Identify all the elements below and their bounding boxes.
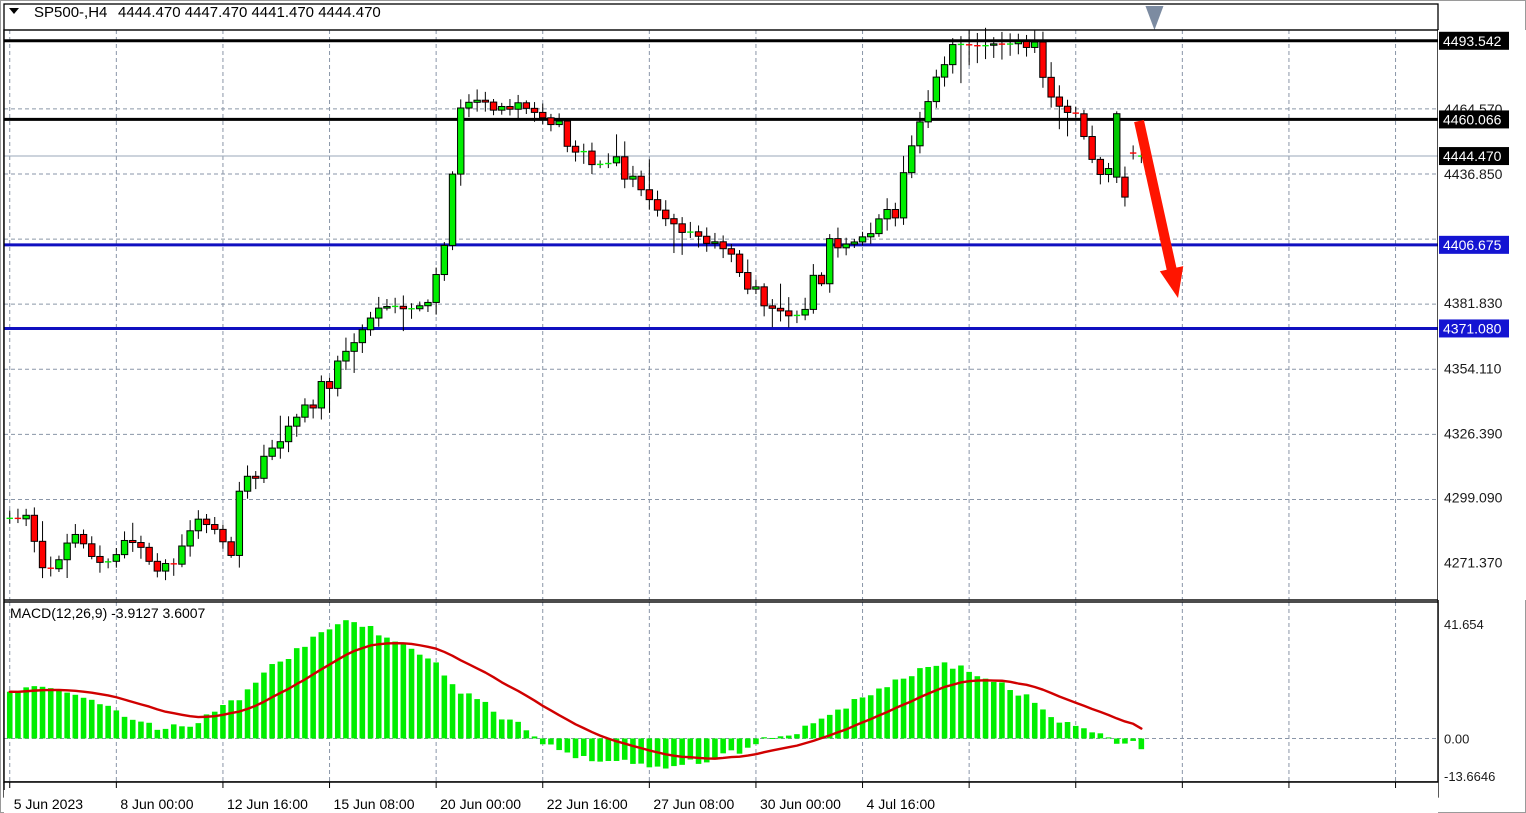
svg-text:4406.675: 4406.675 xyxy=(1443,237,1502,253)
svg-text:27 Jun 08:00: 27 Jun 08:00 xyxy=(653,796,734,812)
svg-text:4326.390: 4326.390 xyxy=(1444,425,1503,441)
svg-text:0.00: 0.00 xyxy=(1444,731,1469,746)
svg-text:4299.090: 4299.090 xyxy=(1444,490,1503,506)
svg-text:4436.850: 4436.850 xyxy=(1444,166,1503,182)
svg-text:4381.830: 4381.830 xyxy=(1444,295,1503,311)
svg-text:SP500-,H4: SP500-,H4 xyxy=(34,4,107,21)
svg-text:4444.470 4447.470 4441.470 444: 4444.470 4447.470 4441.470 4444.470 xyxy=(118,4,381,21)
svg-text:22 Jun 16:00: 22 Jun 16:00 xyxy=(547,796,628,812)
svg-text:30 Jun 00:00: 30 Jun 00:00 xyxy=(760,796,841,812)
svg-text:MACD(12,26,9) -3.9127 3.6007: MACD(12,26,9) -3.9127 3.6007 xyxy=(10,605,206,621)
svg-text:4 Jul 16:00: 4 Jul 16:00 xyxy=(867,796,936,812)
svg-text:4271.370: 4271.370 xyxy=(1444,555,1503,571)
svg-text:15 Jun 08:00: 15 Jun 08:00 xyxy=(334,796,415,812)
svg-text:5 Jun 2023: 5 Jun 2023 xyxy=(14,796,83,812)
svg-text:4493.542: 4493.542 xyxy=(1443,33,1502,49)
svg-text:12 Jun 16:00: 12 Jun 16:00 xyxy=(227,796,308,812)
svg-text:4444.470: 4444.470 xyxy=(1443,148,1502,164)
svg-text:8 Jun 00:00: 8 Jun 00:00 xyxy=(120,796,193,812)
svg-text:-13.6646: -13.6646 xyxy=(1444,769,1495,784)
svg-text:20 Jun 00:00: 20 Jun 00:00 xyxy=(440,796,521,812)
svg-text:4371.080: 4371.080 xyxy=(1443,320,1502,336)
svg-text:4354.110: 4354.110 xyxy=(1444,360,1502,376)
svg-text:4460.066: 4460.066 xyxy=(1443,111,1502,127)
svg-text:41.654: 41.654 xyxy=(1444,617,1484,632)
